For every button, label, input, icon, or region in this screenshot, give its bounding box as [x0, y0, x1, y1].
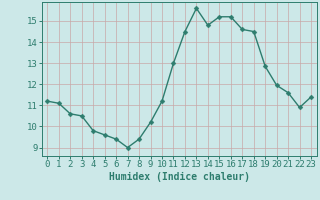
- X-axis label: Humidex (Indice chaleur): Humidex (Indice chaleur): [109, 172, 250, 182]
